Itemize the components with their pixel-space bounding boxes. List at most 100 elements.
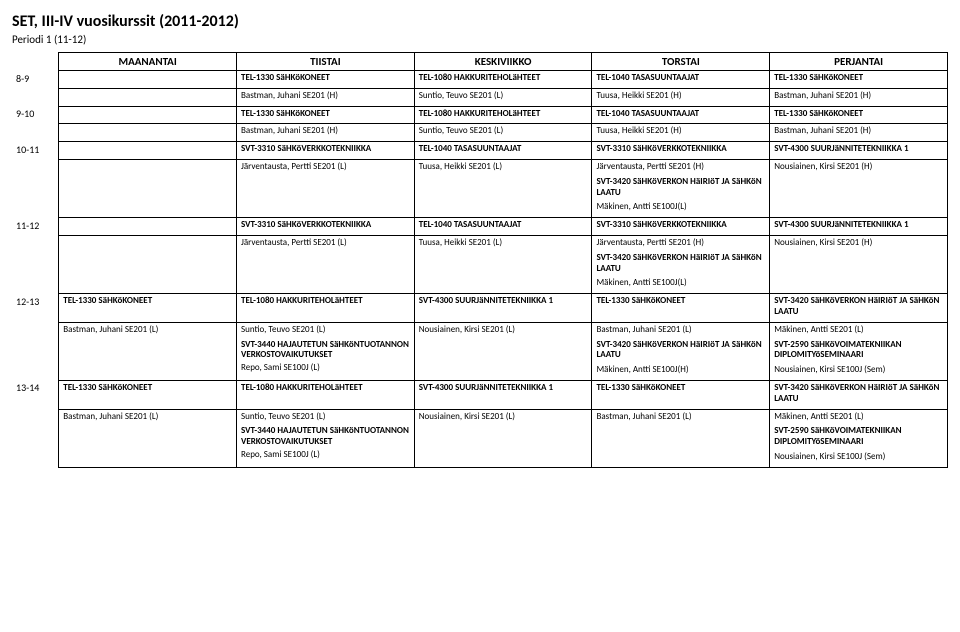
- cell-line: Nousiainen, Kirsi SE100J (Sem): [774, 452, 943, 463]
- schedule-cell: [59, 71, 237, 89]
- cell-line: TEL-1330 SäHKöKONEET: [63, 383, 232, 394]
- time-header: [12, 53, 59, 71]
- cell-line: Mäkinen, Antti SE100J(H): [596, 365, 765, 376]
- table-row: 9-10TEL-1330 SäHKöKONEETTEL-1080 HAKKURI…: [12, 106, 948, 124]
- cell-line: Mäkinen, Antti SE100J(L): [596, 278, 765, 289]
- cell-line: SVT-4300 SUURJäNNITETEKNIIKKA 1: [774, 220, 943, 231]
- day-header: PERJANTAI: [770, 53, 948, 71]
- day-header: TORSTAI: [592, 53, 770, 71]
- schedule-cell: [59, 88, 237, 106]
- cell-line: TEL-1080 HAKKURITEHOLäHTEET: [241, 296, 410, 307]
- schedule-cell: SVT-3310 SäHKöVERKKOTEKNIIKKA: [237, 218, 415, 236]
- cell-line: TEL-1040 TASASUUNTAAJAT: [596, 109, 765, 120]
- cell-line: SVT-3310 SäHKöVERKKOTEKNIIKKA: [596, 220, 765, 231]
- schedule-cell: Suntio, Teuvo SE201 (L)SVT-3440 HAJAUTET…: [237, 322, 415, 380]
- cell-line: TEL-1330 SäHKöKONEET: [241, 73, 410, 84]
- table-row: Bastman, Juhani SE201 (H) Suntio, Teuvo S…: [12, 124, 948, 142]
- cell-line: SVT-3420 SäHKöVERKON HäIRIöT JA SäHKöN L…: [774, 296, 943, 318]
- cell-line: SVT-3310 SäHKöVERKKOTEKNIIKKA: [241, 220, 410, 231]
- cell-line: SVT-3310 SäHKöVERKKOTEKNIIKKA: [241, 144, 410, 155]
- schedule-cell: TEL-1330 SäHKöKONEET: [237, 106, 415, 124]
- schedule-cell: TEL-1330 SäHKöKONEET: [59, 380, 237, 409]
- day-header: MAANANTAI: [59, 53, 237, 71]
- table-row: Järventausta, Pertti SE201 (L) Tuusa, Hei…: [12, 235, 948, 293]
- schedule-cell: TEL-1330 SäHKöKONEET: [770, 106, 948, 124]
- table-row: 11-12 SVT-3310 SäHKöVERKKOTEKNIIKKA TEL-10…: [12, 218, 948, 236]
- cell-line: SVT-3440 HAJAUTETUN SäHKöNTUOTANNON VERK…: [241, 426, 410, 448]
- cell-line: Bastman, Juhani SE201 (H): [241, 126, 410, 137]
- time-cell: 12-13: [12, 294, 59, 323]
- schedule-cell: Bastman, Juhani SE201 (H): [237, 88, 415, 106]
- schedule-cell: TEL-1330 SäHKöKONEET: [592, 294, 770, 323]
- cell-line: Bastman, Juhani SE201 (H): [774, 91, 943, 102]
- time-cell: [12, 159, 59, 217]
- schedule-cell: TEL-1080 HAKKURITEHOLäHTEET: [414, 106, 592, 124]
- schedule-table: MAANANTAI TIISTAI KESKIVIIKKO TORSTAI PE…: [12, 52, 948, 468]
- schedule-cell: Bastman, Juhani SE201 (L): [59, 322, 237, 380]
- cell-line: TEL-1040 TASASUUNTAAJAT: [419, 220, 588, 231]
- cell-line: Bastman, Juhani SE201 (L): [596, 325, 765, 336]
- schedule-cell: TEL-1040 TASASUUNTAAJAT: [414, 218, 592, 236]
- schedule-cell: TEL-1040 TASASUUNTAAJAT: [592, 71, 770, 89]
- cell-line: TEL-1330 SäHKöKONEET: [596, 296, 765, 307]
- schedule-cell: TEL-1080 HAKKURITEHOLäHTEET: [237, 380, 415, 409]
- cell-line: TEL-1330 SäHKöKONEET: [596, 383, 765, 394]
- schedule-cell: Bastman, Juhani SE201 (L)SVT-3420 SäHKöV…: [592, 322, 770, 380]
- page-subtitle: Periodi 1 (11-12): [12, 33, 948, 46]
- header-row: MAANANTAI TIISTAI KESKIVIIKKO TORSTAI PE…: [12, 53, 948, 71]
- schedule-cell: TEL-1080 HAKKURITEHOLäHTEET: [414, 71, 592, 89]
- schedule-cell: TEL-1330 SäHKöKONEET: [592, 380, 770, 409]
- cell-line: TEL-1330 SäHKöKONEET: [774, 73, 943, 84]
- schedule-cell: Nousiainen, Kirsi SE201 (L): [414, 409, 592, 467]
- cell-line: TEL-1040 TASASUUNTAAJAT: [596, 73, 765, 84]
- schedule-cell: TEL-1330 SäHKöKONEET: [770, 71, 948, 89]
- cell-line: Bastman, Juhani SE201 (L): [63, 325, 232, 336]
- table-row: 8-9TEL-1330 SäHKöKONEETTEL-1080 HAKKURIT…: [12, 71, 948, 89]
- cell-line: TEL-1040 TASASUUNTAAJAT: [419, 144, 588, 155]
- schedule-cell: [59, 124, 237, 142]
- schedule-cell: SVT-3420 SäHKöVERKON HäIRIöT JA SäHKöN L…: [770, 380, 948, 409]
- cell-line: Bastman, Juhani SE201 (L): [63, 412, 232, 423]
- cell-line: Suntio, Teuvo SE201 (L): [241, 412, 410, 423]
- cell-line: Nousiainen, Kirsi SE100J (Sem): [774, 365, 943, 376]
- cell-line: TEL-1080 HAKKURITEHOLäHTEET: [241, 383, 410, 394]
- schedule-cell: [59, 235, 237, 293]
- schedule-cell: Suntio, Teuvo SE201 (L): [414, 124, 592, 142]
- schedule-cell: SVT-4300 SUURJäNNITETEKNIIKKA 1: [770, 142, 948, 160]
- cell-line: Nousiainen, Kirsi SE201 (L): [419, 412, 588, 423]
- cell-line: Suntio, Teuvo SE201 (L): [419, 91, 588, 102]
- schedule-cell: Järventausta, Pertti SE201 (H)SVT-3420 S…: [592, 159, 770, 217]
- cell-line: Tuusa, Heikki SE201 (L): [419, 238, 588, 249]
- schedule-cell: SVT-3310 SäHKöVERKKOTEKNIIKKA: [592, 142, 770, 160]
- schedule-cell: TEL-1040 TASASUUNTAAJAT: [414, 142, 592, 160]
- cell-line: SVT-3420 SäHKöVERKON HäIRIöT JA SäHKöN L…: [774, 383, 943, 405]
- schedule-cell: [59, 218, 237, 236]
- cell-line: Bastman, Juhani SE201 (H): [241, 91, 410, 102]
- schedule-cell: SVT-4300 SUURJäNNITETEKNIIKKA 1: [414, 294, 592, 323]
- time-cell: 9-10: [12, 106, 59, 124]
- schedule-cell: SVT-3310 SäHKöVERKKOTEKNIIKKA: [592, 218, 770, 236]
- time-cell: [12, 88, 59, 106]
- cell-line: Nousiainen, Kirsi SE201 (H): [774, 238, 943, 249]
- cell-line: Repo, Sami SE100J (L): [241, 450, 410, 461]
- cell-line: Järventausta, Pertti SE201 (H): [596, 162, 765, 173]
- time-cell: 11-12: [12, 218, 59, 236]
- cell-line: Nousiainen, Kirsi SE201 (L): [419, 325, 588, 336]
- time-cell: 13-14: [12, 380, 59, 409]
- schedule-cell: Mäkinen, Antti SE201 (L)SVT-2590 SäHKöVO…: [770, 409, 948, 467]
- table-row: 13-14 TEL-1330 SäHKöKONEET TEL-1080 HAKKUR…: [12, 380, 948, 409]
- schedule-cell: Tuusa, Heikki SE201 (L): [414, 235, 592, 293]
- schedule-cell: Suntio, Teuvo SE201 (L): [414, 88, 592, 106]
- cell-line: SVT-4300 SUURJäNNITETEKNIIKKA 1: [419, 296, 588, 307]
- cell-line: Tuusa, Heikki SE201 (H): [596, 91, 765, 102]
- schedule-cell: Bastman, Juhani SE201 (H): [237, 124, 415, 142]
- table-row: Bastman, Juhani SE201 (L) Suntio, Teuvo S…: [12, 322, 948, 380]
- schedule-cell: SVT-3310 SäHKöVERKKOTEKNIIKKA: [237, 142, 415, 160]
- schedule-cell: Tuusa, Heikki SE201 (L): [414, 159, 592, 217]
- cell-line: Suntio, Teuvo SE201 (L): [419, 126, 588, 137]
- cell-line: Tuusa, Heikki SE201 (L): [419, 162, 588, 173]
- time-cell: 10-11: [12, 142, 59, 160]
- cell-line: Bastman, Juhani SE201 (L): [596, 412, 765, 423]
- schedule-cell: Järventausta, Pertti SE201 (L): [237, 235, 415, 293]
- schedule-cell: Järventausta, Pertti SE201 (H)SVT-3420 S…: [592, 235, 770, 293]
